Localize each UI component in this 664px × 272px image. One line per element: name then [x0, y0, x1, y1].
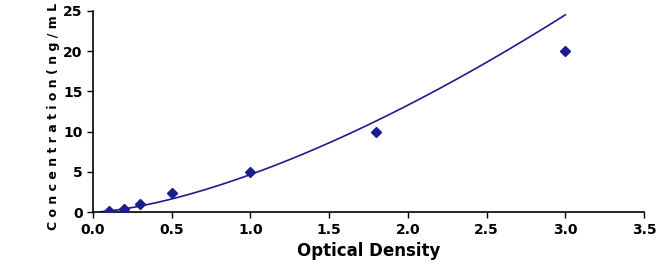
Y-axis label: C o n c e n t r a t i o n ( n g / m L ): C o n c e n t r a t i o n ( n g / m L )	[47, 0, 60, 230]
X-axis label: Optical Density: Optical Density	[297, 242, 440, 260]
